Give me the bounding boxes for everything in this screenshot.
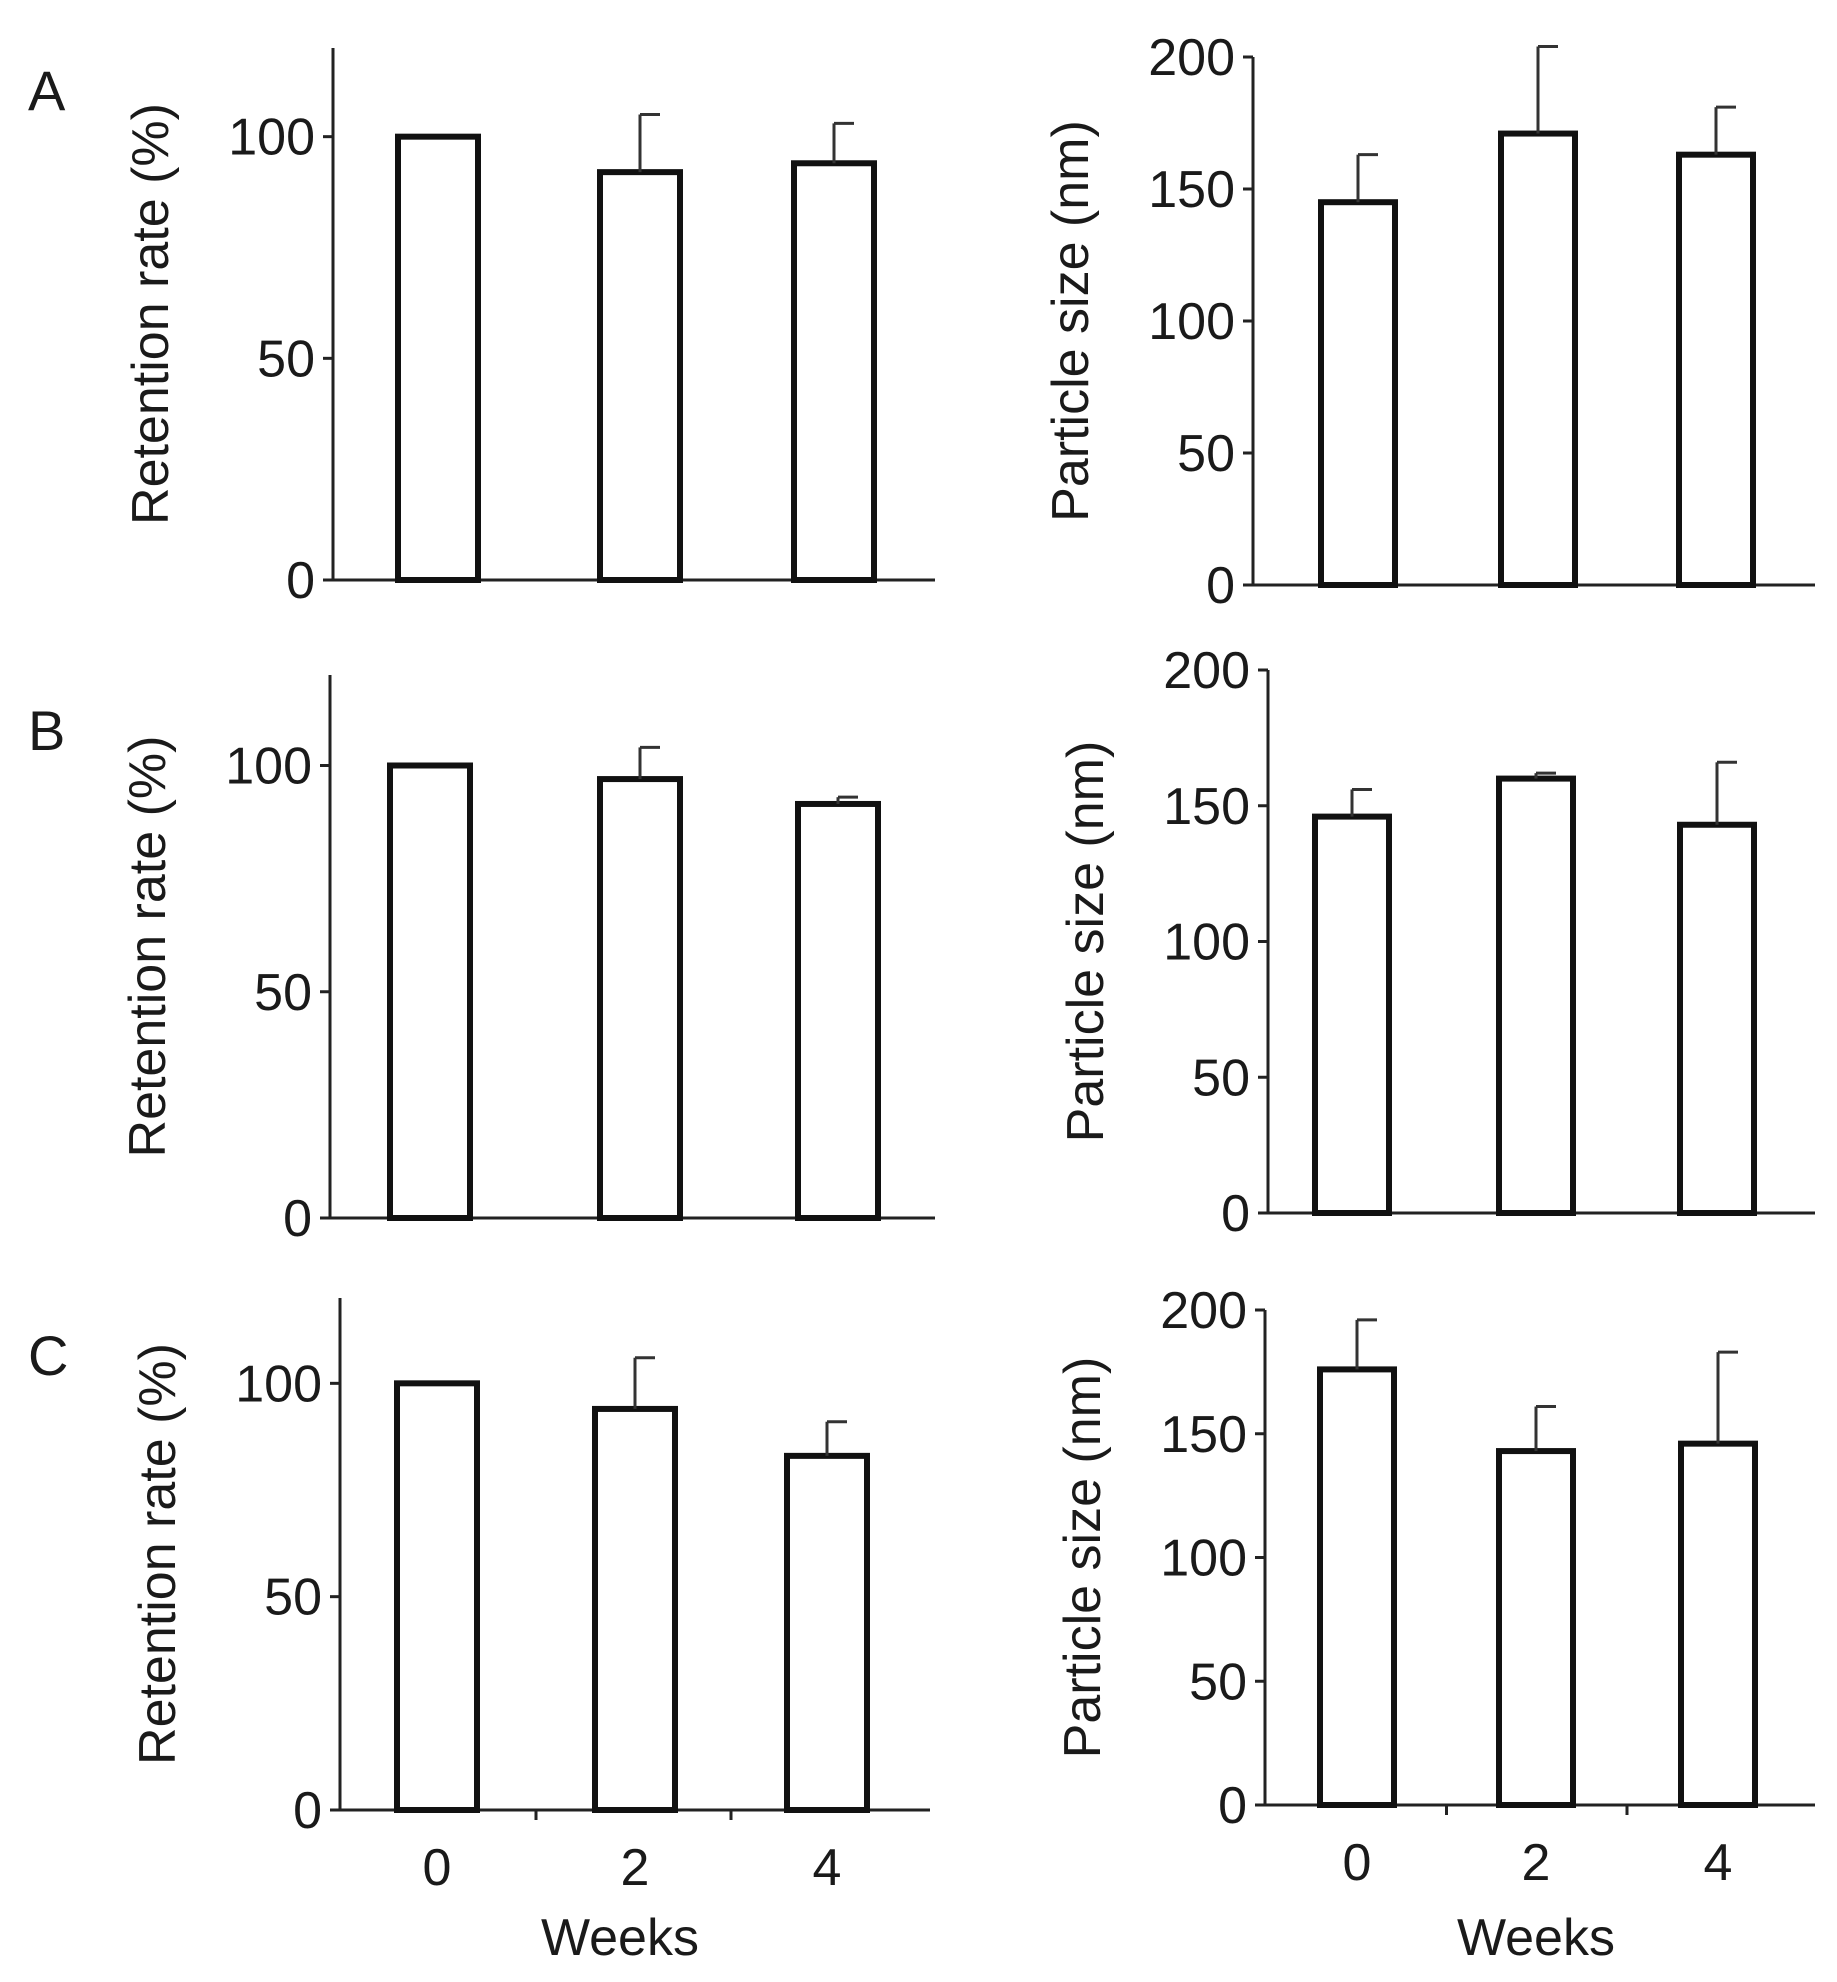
x-axis-title-left: Weeks (541, 1909, 699, 1967)
y-tick-label: 100 (235, 1355, 322, 1413)
y-tick-label: 0 (1206, 557, 1235, 615)
chart-C-size: 0 50 100 150 200 Particle size (nm) 0 2 4 (1054, 1282, 1815, 1892)
y-tick-label: 100 (1160, 1530, 1247, 1588)
y-tick-label: 50 (264, 1569, 322, 1627)
y-tick-label: 0 (293, 1782, 322, 1840)
y-axis-title: Particle size (nm) (1054, 1357, 1112, 1759)
y-tick-label: 100 (225, 738, 312, 796)
chart-B-size: 0 50 100 150 200 Particle size (nm) (1057, 642, 1815, 1243)
y-tick-label: 50 (1189, 1653, 1247, 1711)
bar-week-2 (592, 1405, 678, 1814)
y-tick-label: 200 (1163, 642, 1250, 700)
x-tick-label: 0 (423, 1839, 452, 1897)
chart-B-retention: 0 50 100 Retention rate (%) (119, 675, 935, 1248)
bar-week-4 (1678, 1440, 1758, 1809)
y-tick-label: 0 (1221, 1185, 1250, 1243)
bar-week-2 (1498, 130, 1578, 588)
bar-week-2 (1496, 1448, 1576, 1808)
x-tick-label: 0 (1343, 1834, 1372, 1892)
bar-week-0 (1312, 813, 1392, 1216)
bar-week-2 (597, 169, 683, 583)
y-tick-label: 150 (1148, 161, 1235, 219)
bar-week-0 (387, 762, 473, 1221)
y-axis-title: Particle size (nm) (1042, 120, 1100, 522)
y-tick-label: 100 (1163, 914, 1250, 972)
y-axis-title: Retention rate (%) (119, 736, 177, 1158)
y-tick-label: 50 (1192, 1049, 1250, 1107)
y-tick-label: 150 (1160, 1406, 1247, 1464)
y-tick-label: 200 (1160, 1282, 1247, 1340)
x-tick-label: 2 (1522, 1834, 1551, 1892)
bar-week-0 (395, 133, 481, 584)
bar-week-0 (1318, 199, 1398, 588)
x-axis-title-right: Weeks (1457, 1909, 1615, 1967)
y-axis-title: Retention rate (%) (122, 103, 180, 525)
x-tick-label: 4 (813, 1839, 842, 1897)
chart-A-retention: 0 50 100 Retention rate (%) (122, 48, 935, 610)
y-tick-label: 0 (1218, 1777, 1247, 1835)
y-tick-label: 50 (257, 330, 315, 388)
panel-label-b: B (28, 699, 65, 762)
y-tick-label: 50 (1177, 425, 1235, 483)
bar-week-0 (1317, 1366, 1397, 1809)
bar-week-0 (394, 1380, 480, 1814)
bar-week-4 (1677, 821, 1757, 1216)
y-tick-label: 150 (1163, 778, 1250, 836)
x-tick-label: 4 (1704, 1834, 1733, 1892)
chart-C-retention: 0 50 100 Retention rate (%) 0 2 4 (129, 1298, 930, 1897)
y-tick-label: 0 (286, 552, 315, 610)
bar-week-4 (795, 800, 881, 1222)
panel-label-c: C (28, 1324, 68, 1387)
y-tick-label: 100 (1148, 293, 1235, 351)
bar-week-4 (791, 160, 877, 583)
bar-week-4 (784, 1452, 870, 1814)
x-tick-label: 2 (621, 1839, 650, 1897)
bar-week-2 (1496, 775, 1576, 1216)
bar-week-4 (1676, 151, 1756, 588)
y-tick-label: 200 (1148, 29, 1235, 87)
y-axis-title: Particle size (nm) (1057, 741, 1115, 1143)
y-axis-title: Retention rate (%) (129, 1343, 187, 1765)
y-tick-label: 0 (283, 1190, 312, 1248)
bar-week-2 (597, 776, 683, 1221)
y-tick-label: 50 (254, 964, 312, 1022)
y-tick-label: 100 (228, 109, 315, 167)
chart-A-size: 0 50 100 150 200 Particle size (nm) (1042, 29, 1815, 615)
panel-label-a: A (28, 59, 66, 122)
